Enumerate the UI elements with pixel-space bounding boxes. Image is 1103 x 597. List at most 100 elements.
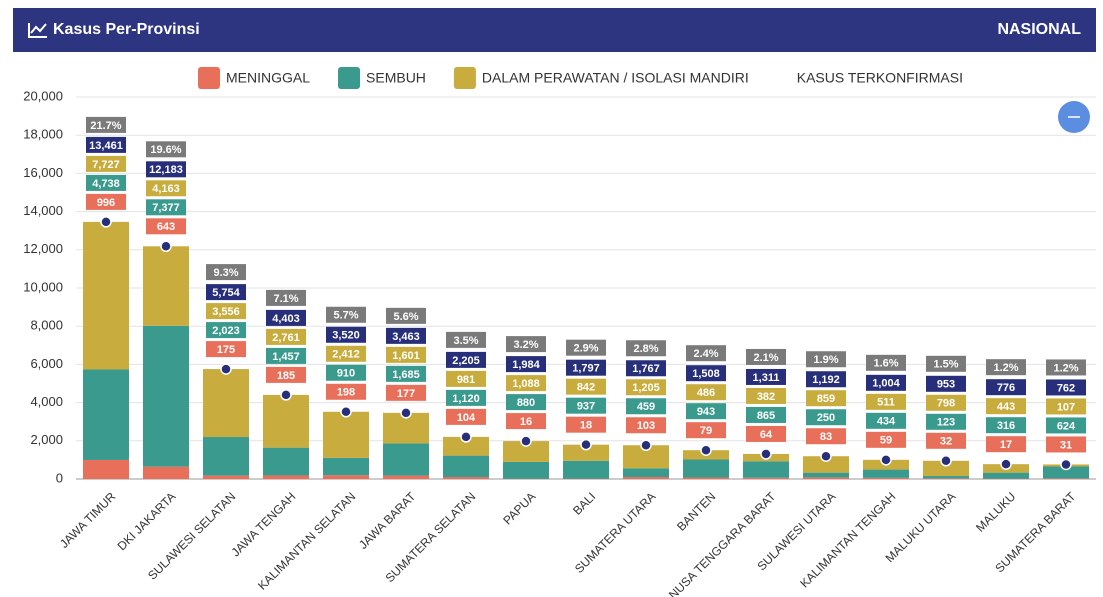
data-label: 13,461 [89, 140, 123, 152]
data-label: 79 [700, 425, 712, 437]
data-label-box [866, 412, 906, 429]
data-label-box [746, 425, 786, 442]
data-label: 859 [817, 393, 835, 405]
data-label-box [746, 406, 786, 423]
data-label: 996 [97, 197, 115, 209]
point [580, 438, 592, 451]
bar-segment [743, 461, 789, 478]
data-label-box [806, 351, 846, 368]
data-label-box [446, 351, 486, 368]
bar-segment [443, 436, 489, 456]
data-label-box [206, 341, 246, 358]
data-label: 175 [217, 344, 235, 356]
data-label: 1,205 [632, 382, 660, 394]
bar-segment [503, 461, 549, 479]
point [820, 450, 832, 462]
collapse-button[interactable] [1058, 101, 1090, 133]
data-label-box [146, 199, 186, 216]
data-label: 937 [577, 401, 595, 413]
data-label-box [206, 303, 246, 320]
data-label: 511 [877, 397, 895, 409]
data-label-box [146, 161, 186, 178]
data-label-box [1046, 436, 1086, 453]
bar-segment [203, 437, 249, 476]
data-label: 198 [337, 387, 355, 399]
bar-segment [203, 475, 249, 479]
data-label: 3,463 [392, 331, 420, 343]
point [640, 439, 652, 452]
data-label-box [386, 327, 426, 344]
x-tick-label: MALUKU [973, 489, 1018, 534]
data-label: 1.9% [813, 354, 838, 366]
data-label-box [626, 398, 666, 415]
data-label: 1.6% [873, 358, 898, 370]
data-label: 1,120 [452, 393, 480, 405]
y-tick-label: 2,000 [30, 432, 63, 447]
bar-segment [263, 447, 309, 476]
data-label-box [986, 379, 1026, 396]
data-label-box [626, 360, 666, 377]
point [460, 431, 472, 443]
bar-segment [83, 459, 129, 479]
data-label: 7,727 [92, 159, 120, 171]
data-label: 624 [1057, 420, 1076, 432]
point [160, 240, 172, 253]
data-label-box [206, 322, 246, 339]
bar-segment [263, 394, 309, 448]
data-label: 3.2% [513, 339, 538, 351]
data-label: 3,520 [332, 330, 360, 342]
data-label: 443 [997, 401, 1015, 413]
data-label-box [326, 345, 366, 362]
data-label: 382 [757, 391, 775, 403]
bar-segment [323, 457, 369, 476]
data-label-box [206, 264, 246, 281]
bar-segment [743, 477, 789, 479]
x-tick-label: PAPUA [500, 489, 538, 527]
point [100, 216, 112, 228]
data-label: 1,797 [572, 363, 600, 375]
bar-segment [623, 445, 669, 469]
data-label-box [866, 393, 906, 410]
data-label: 31 [1060, 439, 1072, 451]
point [280, 389, 292, 401]
header-scope[interactable]: NASIONAL [997, 21, 1081, 38]
data-label-box [866, 354, 906, 371]
data-label: 910 [337, 368, 355, 380]
data-label-box [986, 417, 1026, 434]
data-label: 2.4% [693, 348, 718, 360]
y-tick-label: 0 [56, 470, 63, 485]
bar-segment [863, 477, 909, 479]
data-label: 1,457 [272, 351, 300, 363]
data-label: 16 [520, 416, 532, 428]
bar-segment [683, 477, 729, 479]
data-label: 1,984 [512, 359, 540, 371]
bar-segment [203, 369, 249, 438]
data-label: 2.8% [633, 343, 658, 355]
data-label: 1,685 [392, 369, 420, 381]
point [880, 454, 892, 466]
data-label-box [626, 340, 666, 357]
data-label-box [746, 368, 786, 385]
data-label: 643 [157, 221, 175, 233]
data-label-box [506, 336, 546, 353]
data-label: 1,508 [692, 368, 720, 380]
data-label-box [86, 155, 126, 172]
data-label: 1,601 [392, 350, 420, 362]
data-label-box [566, 416, 606, 433]
data-label-box [1046, 359, 1086, 376]
data-label: 316 [997, 420, 1015, 432]
data-label: 7.1% [273, 293, 298, 305]
data-label-box [806, 409, 846, 426]
point [400, 407, 412, 419]
data-label-box [566, 339, 606, 356]
data-label: 1,311 [753, 372, 780, 384]
bar-segment [323, 411, 369, 458]
data-label-box [146, 218, 186, 235]
data-label: 776 [997, 382, 1015, 394]
data-label: 981 [457, 374, 475, 386]
data-label-box [1046, 379, 1086, 396]
data-label: 103 [637, 420, 655, 432]
data-label-box [386, 307, 426, 324]
data-label: 2,023 [212, 325, 240, 337]
data-label: 185 [277, 370, 295, 382]
